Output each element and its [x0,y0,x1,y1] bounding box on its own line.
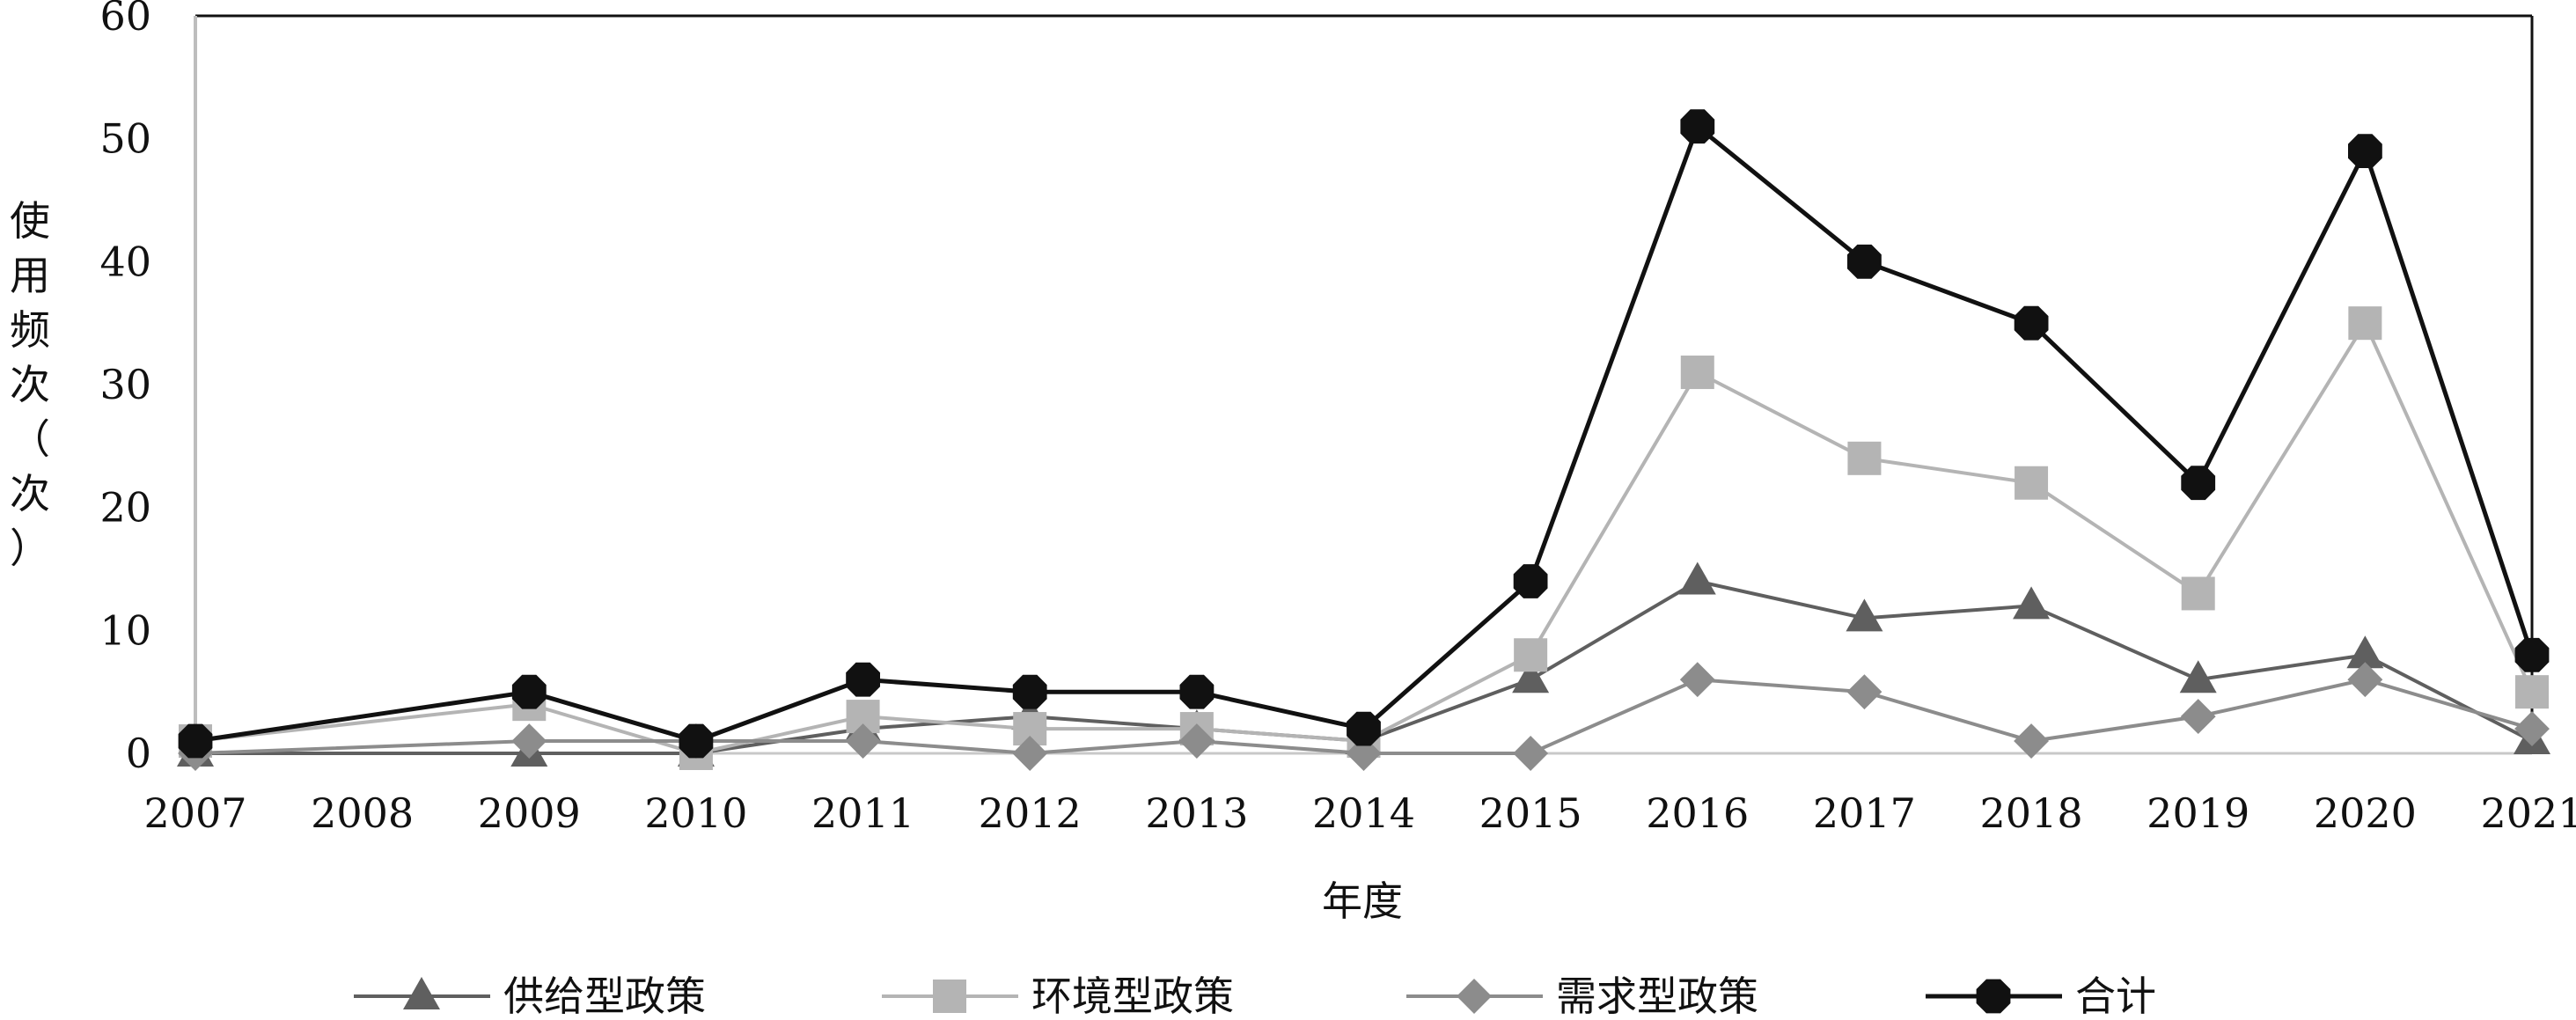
legend-label: 环境型政策 [1031,972,1234,1020]
legend-item: 环境型政策 [882,972,1234,1020]
series-line [194,124,2535,744]
data-point-marker [1012,736,1048,771]
data-point-marker [1012,674,1047,709]
legend-item: 供给型政策 [354,972,706,1020]
y-axis-ticks: 0 10 20 30 40 50 60 [99,0,151,777]
data-point-marker [2180,699,2216,735]
x-tick-label: 2010 [644,789,747,837]
y-tick-label: 30 [99,361,151,408]
data-point-marker [2181,576,2215,611]
data-point-marker [1847,441,1882,475]
data-point-marker [1847,244,1882,279]
legend-label: 合计 [2075,972,2156,1020]
y-tick-label: 60 [99,0,151,40]
data-point-marker [2348,134,2382,168]
legend-label: 需求型政策 [1556,972,1758,1020]
series-line [194,321,2534,755]
data-point-marker [2014,305,2049,341]
y-tick-label: 0 [126,730,151,777]
x-tick-label: 2015 [1479,789,1582,837]
x-axis-ticks: 2007 2008 2009 2010 2011 2012 2013 2014 2015 2016… [143,789,2576,837]
data-point-marker [846,662,880,697]
data-point-marker [1846,674,1882,710]
data-point-marker [2181,466,2216,501]
x-tick-label: 2018 [1980,789,2083,837]
data-point-marker [2515,675,2549,709]
data-point-marker [2347,662,2383,698]
data-point-marker [1347,711,1381,746]
data-point-marker [1680,109,1715,144]
data-point-marker [511,723,547,759]
data-point-marker [2013,586,2051,620]
data-point-marker [178,723,213,759]
legend-item: 合计 [1926,972,2156,1020]
x-tick-label: 2009 [478,789,581,837]
data-point-marker [1513,736,1549,771]
x-tick-label: 2020 [2314,789,2417,837]
x-axis-title: 年度 [1322,877,1403,925]
legend-marker [403,977,440,1009]
x-tick-label: 2019 [2147,789,2249,837]
x-tick-label: 2008 [311,789,414,837]
data-point-marker [1514,638,1548,672]
data-point-marker [1680,356,1714,390]
y-tick-label: 40 [99,238,151,285]
data-point-marker [1179,674,1215,709]
data-point-marker [2346,635,2384,669]
legend-item: 需求型政策 [1406,972,1758,1020]
x-tick-label: 2012 [979,789,1082,837]
series-4 [178,109,2550,759]
data-point-marker [2348,306,2382,341]
y-tick-label: 50 [99,115,151,163]
data-point-marker [845,723,881,759]
data-point-marker [1679,662,1715,698]
x-tick-label: 2017 [1813,789,1916,837]
legend-label: 供给型政策 [503,972,706,1020]
y-tick-label: 20 [99,484,151,532]
data-point-marker [511,674,547,709]
data-point-marker [1178,723,1215,759]
series-layer [177,109,2550,771]
x-tick-label: 2007 [143,789,246,837]
data-point-marker [679,723,714,759]
data-point-marker [1513,564,1548,598]
data-point-marker [2015,466,2049,500]
x-tick-label: 2016 [1646,789,1749,837]
x-tick-label: 2021 [2480,789,2576,837]
data-point-marker [1512,660,1550,693]
data-point-marker [1846,598,1883,632]
data-point-marker [2514,711,2550,747]
legend-marker [933,980,966,1013]
legend-marker [1976,979,2011,1014]
data-point-marker [1678,561,1716,595]
series-line [195,579,2533,755]
data-point-marker [2014,723,2050,759]
data-point-marker [2514,637,2550,672]
data-point-marker [2179,660,2217,693]
x-tick-label: 2011 [811,789,914,837]
data-point-marker [1346,736,1382,771]
x-tick-label: 2014 [1312,789,1415,837]
legend-marker [1457,979,1492,1014]
legend: 供给型政策 环境型政策 需求型政策 合计 [354,972,2156,1020]
y-tick-label: 10 [99,606,151,654]
x-tick-label: 2013 [1145,789,1248,837]
y-axis-title: 使用频次（次） [10,197,50,572]
series-line [194,678,2533,755]
